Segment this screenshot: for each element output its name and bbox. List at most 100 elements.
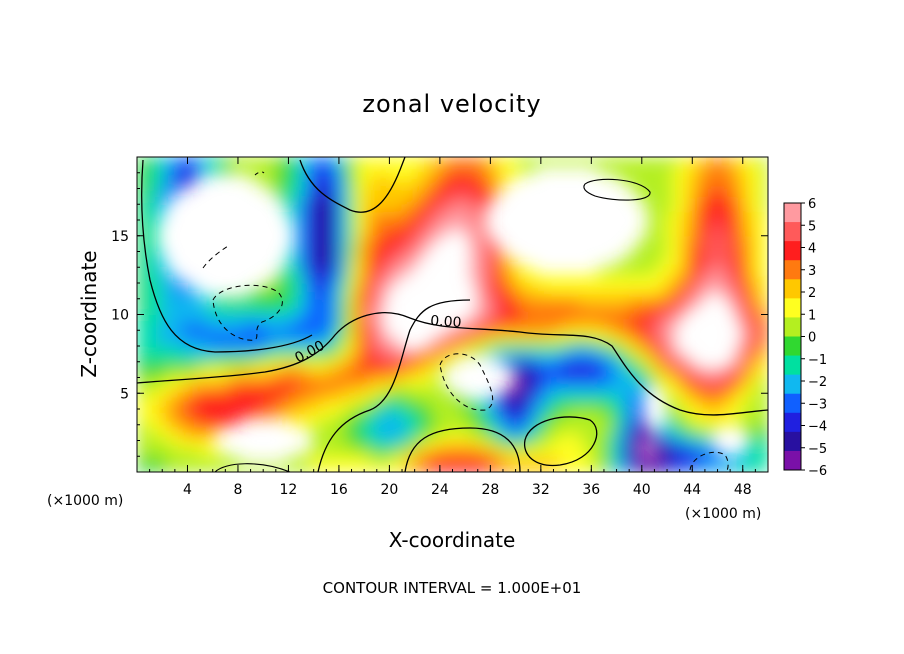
heatmap-cell — [174, 290, 182, 300]
heatmap-cell — [679, 440, 687, 449]
heatmap-cell — [174, 314, 182, 323]
heatmap-cell — [395, 259, 403, 268]
heatmap-cell — [698, 220, 706, 229]
heatmap-cell — [282, 385, 290, 394]
heatmap-cell — [730, 164, 738, 174]
heatmap-cell — [168, 188, 176, 197]
heatmap-cell — [471, 267, 479, 276]
heatmap-cell — [351, 196, 359, 205]
heatmap-cell — [711, 456, 719, 465]
heatmap-cell — [585, 424, 592, 434]
heatmap-cell — [521, 275, 529, 284]
heatmap-cell — [509, 275, 517, 284]
heatmap-cell — [357, 330, 365, 339]
heatmap-cell — [616, 401, 624, 410]
heatmap-cell — [427, 440, 435, 449]
heatmap-cell — [667, 361, 674, 371]
heatmap-cell — [420, 385, 428, 394]
heatmap-cell — [219, 298, 226, 308]
heatmap-cell — [200, 393, 208, 402]
heatmap-cell — [408, 180, 416, 190]
heatmap-cell — [288, 172, 296, 182]
heatmap-cell — [484, 259, 491, 268]
heatmap-cell — [414, 464, 422, 472]
heatmap-cell — [704, 385, 712, 394]
heatmap-cell — [704, 369, 712, 379]
heatmap-cell — [484, 409, 491, 418]
heatmap-cell — [698, 369, 706, 379]
heatmap-cell — [294, 251, 302, 260]
heatmap-cell — [490, 267, 498, 276]
heatmap-cell — [319, 377, 327, 386]
heatmap-cell — [667, 259, 674, 268]
heatmap-cell — [610, 361, 618, 371]
heatmap-cell — [282, 338, 290, 347]
heatmap-cell — [174, 401, 182, 410]
heatmap-cell — [162, 424, 170, 434]
heatmap-cell — [206, 424, 214, 434]
heatmap-cell — [219, 353, 226, 363]
heatmap-cell — [433, 361, 441, 371]
heatmap-cell — [187, 377, 195, 386]
heatmap-cell — [383, 267, 390, 276]
heatmap-cell — [749, 361, 756, 371]
heatmap-cell — [660, 306, 668, 316]
heatmap-cell — [168, 330, 176, 339]
heatmap-cell — [149, 164, 157, 174]
heatmap-cell — [174, 346, 182, 355]
heatmap-cell — [452, 212, 460, 221]
heatmap-cell — [263, 172, 271, 182]
heatmap-cell — [433, 369, 441, 379]
heatmap-cell — [389, 157, 397, 166]
heatmap-cell — [547, 157, 555, 166]
heatmap-cell — [471, 401, 479, 410]
heatmap-cell — [168, 353, 176, 363]
heatmap-cell — [591, 283, 599, 292]
heatmap-cell — [679, 290, 687, 300]
heatmap-cell — [585, 448, 592, 457]
heatmap-cell — [521, 456, 529, 465]
heatmap-cell — [742, 157, 750, 166]
heatmap-cell — [711, 377, 719, 386]
heatmap-cell — [370, 212, 378, 221]
heatmap-cell — [749, 298, 756, 308]
heatmap-cell — [187, 456, 195, 465]
heatmap-cell — [168, 385, 176, 394]
heatmap-cell — [553, 432, 561, 442]
heatmap-cell — [351, 330, 359, 339]
heatmap-cell — [357, 464, 365, 472]
heatmap-cell — [629, 401, 637, 410]
heatmap-cell — [521, 290, 529, 300]
heatmap-cell — [433, 164, 441, 174]
heatmap-cell — [717, 283, 725, 292]
heatmap-cell — [256, 290, 264, 300]
heatmap-cell — [237, 401, 245, 410]
heatmap-cell — [414, 361, 422, 371]
heatmap-cell — [603, 164, 611, 174]
heatmap-cell — [585, 416, 592, 426]
heatmap-cell — [717, 416, 725, 426]
heatmap-cell — [446, 456, 454, 465]
heatmap-cell — [629, 377, 637, 386]
heatmap-cell — [181, 346, 189, 355]
heatmap-cell — [585, 432, 592, 442]
heatmap-cell — [629, 393, 637, 402]
heatmap-cell — [389, 267, 397, 276]
heatmap-cell — [181, 157, 189, 166]
heatmap-cell — [521, 267, 529, 276]
heatmap-cell — [610, 409, 618, 418]
heatmap-cell — [471, 172, 479, 182]
colorbar-swatch — [784, 355, 801, 376]
heatmap-cell — [502, 440, 510, 449]
dashed-contour-1 — [212, 284, 283, 341]
heatmap-cell — [137, 353, 144, 363]
heatmap-cell — [730, 251, 738, 260]
heatmap-cell — [193, 298, 201, 308]
heatmap-cell — [200, 385, 208, 394]
heatmap-cell — [730, 377, 738, 386]
heatmap-cell — [420, 416, 428, 426]
heatmap-cell — [566, 157, 573, 166]
heatmap-cell — [332, 267, 340, 276]
heatmap-cell — [256, 322, 264, 331]
heatmap-cell — [736, 157, 744, 166]
